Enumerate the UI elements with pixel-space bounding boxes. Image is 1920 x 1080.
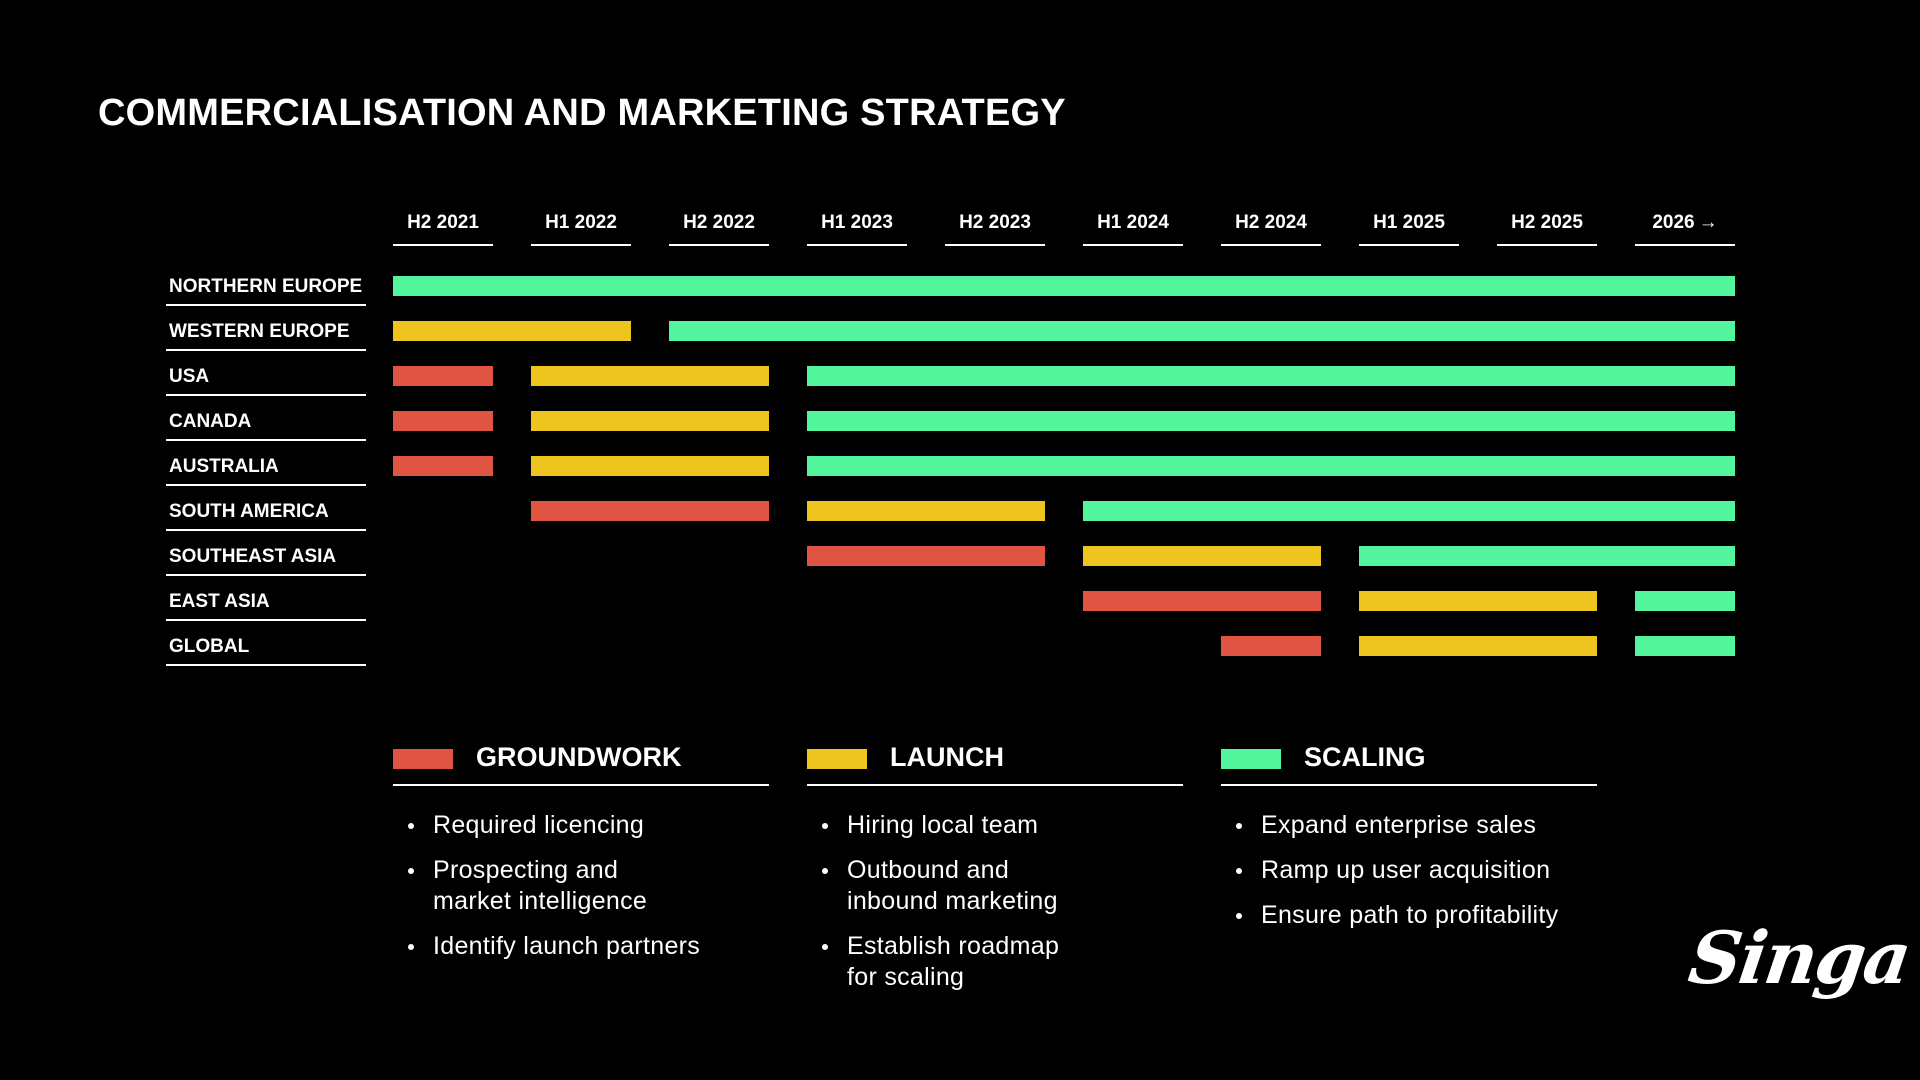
timeline-bar-launch xyxy=(1359,591,1597,611)
page-title: COMMERCIALISATION AND MARKETING STRATEGY xyxy=(98,92,1066,134)
period-header-item: H1 2022 xyxy=(531,210,631,246)
period-label: H1 2024 xyxy=(1097,212,1169,233)
period-label: H1 2022 xyxy=(545,212,617,233)
period-header-item: H2 2022 xyxy=(669,210,769,246)
singa-logo: Singa xyxy=(1684,915,1915,1000)
period-label: H1 2023 xyxy=(821,212,893,233)
bullet-item: Ramp up user acquisition xyxy=(1236,855,1621,886)
timeline-bar-launch xyxy=(393,321,631,341)
bullet-item: Prospecting and market intelligence xyxy=(408,855,793,917)
legend-label: GROUNDWORK xyxy=(476,742,682,772)
legend-item-scaling: SCALING xyxy=(1221,740,1597,786)
legend-label: SCALING xyxy=(1304,742,1426,772)
period-label: 2026 xyxy=(1652,212,1695,233)
period-header-item: H1 2023 xyxy=(807,210,907,246)
region-label: USA xyxy=(166,364,366,396)
timeline-bar-launch xyxy=(531,411,769,431)
timeline-bar-launch xyxy=(807,501,1045,521)
timeline-bar-groundwork xyxy=(531,501,769,521)
period-label: H2 2022 xyxy=(683,212,755,233)
region-label: CANADA xyxy=(166,409,366,441)
bullet-list-scaling: Expand enterprise sales Ramp up user acqu… xyxy=(1221,810,1621,945)
timeline-bar-groundwork xyxy=(393,456,493,476)
region-label: SOUTH AMERICA xyxy=(166,499,366,531)
bullet-item: Ensure path to profitability xyxy=(1236,900,1621,931)
period-label: H2 2023 xyxy=(959,212,1031,233)
bullet-item: Identify launch partners xyxy=(408,931,793,962)
region-label: WESTERN EUROPE xyxy=(166,319,366,351)
period-header-item: 2026 → xyxy=(1635,210,1735,246)
timeline-bar-scaling xyxy=(807,456,1735,476)
period-label: H1 2025 xyxy=(1373,212,1445,233)
bullet-list-launch: Hiring local team Outbound and inbound mar… xyxy=(807,810,1207,1007)
region-label: NORTHERN EUROPE xyxy=(166,274,366,306)
legend-item-launch: LAUNCH xyxy=(807,740,1183,786)
legend-item-groundwork: GROUNDWORK xyxy=(393,740,769,786)
legend-swatch xyxy=(393,749,453,769)
timeline-bar-groundwork xyxy=(807,546,1045,566)
timeline-bar-scaling xyxy=(1083,501,1735,521)
timeline-bar-scaling xyxy=(669,321,1735,341)
timeline-bar-groundwork xyxy=(393,366,493,386)
timeline-bar-scaling xyxy=(1635,636,1735,656)
period-header-item: H2 2021 xyxy=(393,210,493,246)
timeline-bar-scaling xyxy=(1359,546,1735,566)
timeline-bar-scaling xyxy=(393,276,1735,296)
region-label: GLOBAL xyxy=(166,634,366,666)
timeline-bar-scaling xyxy=(807,366,1735,386)
period-label: H2 2025 xyxy=(1511,212,1583,233)
arrow-right-icon: → xyxy=(1698,212,1718,233)
region-label: SOUTHEAST ASIA xyxy=(166,544,366,576)
period-header-item: H1 2025 xyxy=(1359,210,1459,246)
period-header-item: H1 2024 xyxy=(1083,210,1183,246)
region-label: EAST ASIA xyxy=(166,589,366,621)
timeline-bar-groundwork xyxy=(1083,591,1321,611)
timeline-bar-launch xyxy=(531,366,769,386)
bullet-item: Expand enterprise sales xyxy=(1236,810,1621,841)
timeline-bar-launch xyxy=(1359,636,1597,656)
bullet-item: Outbound and inbound marketing xyxy=(822,855,1207,917)
period-header-item: H2 2024 xyxy=(1221,210,1321,246)
bullet-item: Establish roadmap for scaling xyxy=(822,931,1207,993)
period-label: H2 2021 xyxy=(407,212,479,233)
timeline-bar-scaling xyxy=(807,411,1735,431)
bullet-item: Hiring local team xyxy=(822,810,1207,841)
period-header-item: H2 2025 xyxy=(1497,210,1597,246)
timeline-bar-groundwork xyxy=(393,411,493,431)
timeline-bar-launch xyxy=(1083,546,1321,566)
period-header-item: H2 2023 xyxy=(945,210,1045,246)
legend-label: LAUNCH xyxy=(890,742,1004,772)
legend-swatch xyxy=(807,749,867,769)
bullet-item: Required licencing xyxy=(408,810,793,841)
legend-swatch xyxy=(1221,749,1281,769)
timeline-bar-scaling xyxy=(1635,591,1735,611)
period-label: H2 2024 xyxy=(1235,212,1307,233)
timeline-bar-groundwork xyxy=(1221,636,1321,656)
region-label: AUSTRALIA xyxy=(166,454,366,486)
timeline-bar-launch xyxy=(531,456,769,476)
bullet-list-groundwork: Required licencing Prospecting and market … xyxy=(393,810,793,976)
